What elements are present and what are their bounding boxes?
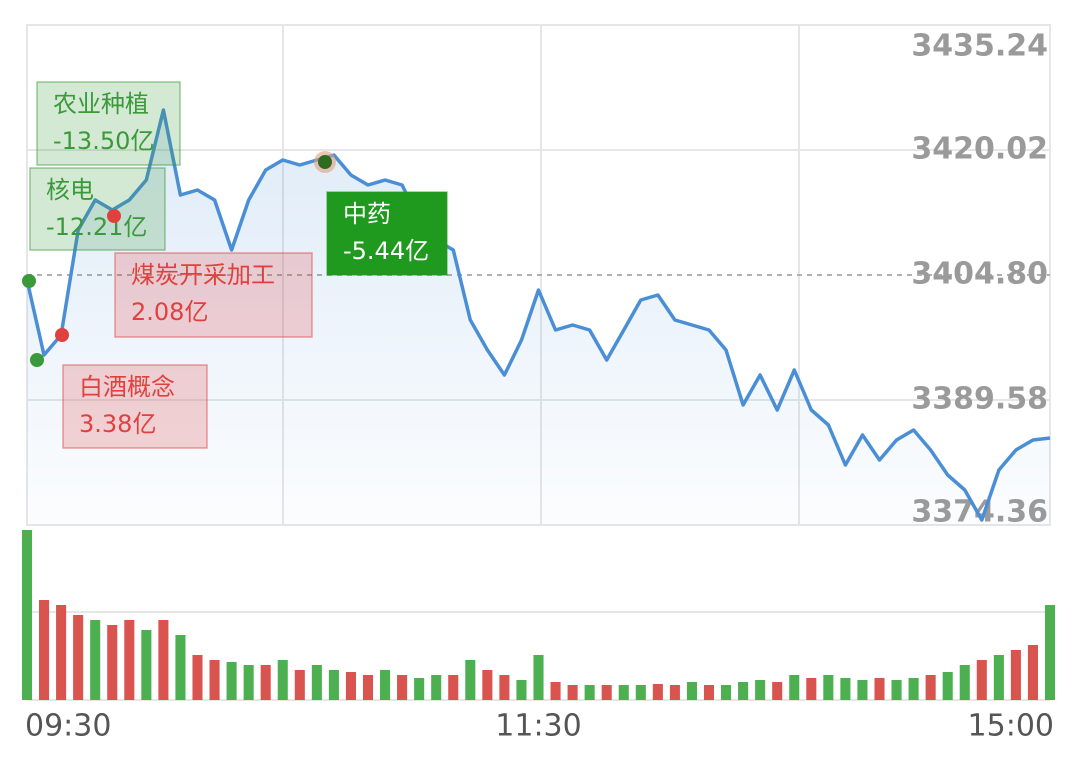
volume-bar (260, 665, 271, 700)
x-tick-label: 15:00 (968, 709, 1054, 744)
annotation-value: 3.38亿 (79, 410, 156, 438)
volume-bar (533, 655, 544, 700)
volume-bar (550, 682, 561, 700)
volume-bar (482, 670, 493, 700)
volume-bar (107, 625, 118, 700)
volume-bar (448, 675, 459, 700)
volume-bar (993, 655, 1004, 700)
annotation: 煤炭开采加工 2.08亿 (107, 209, 313, 338)
volume-bar (311, 665, 322, 700)
volume-bar (669, 685, 680, 700)
volume-bar (874, 678, 885, 700)
y-tick-label: 3435.24 (911, 29, 1048, 64)
annotation-label: 白酒概念 (79, 373, 175, 401)
volume-bar (840, 678, 851, 700)
annotation-label: 煤炭开采加工 (131, 261, 275, 289)
volume-bar (1010, 650, 1021, 700)
annotation-label: 农业种植 (53, 90, 149, 118)
price-area (27, 110, 1050, 525)
annotation: 中药 -5.44亿 (314, 151, 448, 276)
volume-bar (175, 635, 186, 700)
volume-bar (380, 670, 391, 700)
volume-bar (942, 672, 953, 700)
annotation-label: 核电 (46, 176, 94, 204)
volume-bar (1044, 605, 1056, 700)
volume-bar (362, 675, 374, 700)
annotation-box (326, 191, 448, 276)
volume-bar (328, 670, 339, 700)
volume-bar (721, 685, 732, 700)
volume-bar (652, 684, 663, 700)
x-tick-label: 11:30 (495, 709, 581, 744)
volume-bar (738, 682, 749, 700)
volume-bar (635, 685, 646, 700)
volume-bar (925, 675, 936, 700)
volume-bar (226, 662, 237, 700)
volume-bar (90, 620, 101, 700)
volume-bar (499, 675, 510, 700)
annotation-value: -13.50亿 (53, 127, 154, 155)
price-line (25, 108, 1051, 522)
volume-bar (39, 600, 50, 700)
volume-bar (294, 670, 305, 700)
annotation-value: -12.21亿 (46, 213, 147, 241)
volume-bar (601, 685, 612, 700)
annotation-box (62, 364, 208, 449)
annotation-dot (107, 209, 121, 223)
volume-bar (56, 605, 67, 700)
volume-bar (823, 675, 834, 700)
annotation-value: 2.08亿 (131, 298, 208, 326)
volume-bar (414, 678, 425, 700)
volume-bar (1027, 645, 1038, 700)
volume-bar (618, 685, 629, 700)
volume-bar (73, 615, 84, 700)
volume-bar (908, 678, 919, 700)
annotation-dot (55, 328, 69, 342)
annotation-box (36, 81, 181, 166)
x-tick-label: 09:30 (25, 709, 111, 744)
volume-bar (703, 685, 715, 700)
volume-bar (158, 620, 169, 700)
volume-bar (772, 682, 783, 700)
annotation-box (114, 252, 313, 338)
volume-bar (686, 682, 697, 700)
volume-bar (192, 655, 203, 700)
volume-bar (857, 680, 868, 700)
volume-bar (277, 660, 288, 700)
annotation-dot (30, 353, 44, 367)
volume-bar (243, 665, 254, 700)
volume-bar (806, 678, 817, 700)
annotation: 农业种植 -13.50亿 (30, 81, 181, 367)
volume-bar (345, 672, 356, 700)
volume-bar (21, 530, 33, 700)
annotation: 核电 -12.21亿 (22, 167, 166, 288)
volume-bar (431, 675, 442, 700)
volume-bar (789, 675, 800, 700)
y-tick-label: 3420.02 (911, 132, 1048, 167)
volume-bar (516, 680, 527, 700)
annotation-value: -5.44亿 (343, 237, 429, 265)
volume-bar (584, 685, 595, 700)
volume-bar (976, 660, 987, 700)
annotation-box (29, 167, 166, 251)
volume-bar (959, 665, 970, 700)
volume-bar (124, 620, 135, 700)
volume-bar (397, 675, 408, 700)
annotation-label: 中药 (343, 200, 391, 228)
annotation-dot (318, 155, 332, 169)
volume-bar (891, 680, 902, 700)
volume-bar (209, 660, 220, 700)
volume-bar (141, 630, 152, 700)
volume-bar (755, 680, 766, 700)
y-tick-label: 3404.80 (911, 257, 1048, 292)
volume-bar (465, 660, 476, 700)
annotation: 白酒概念 3.38亿 (55, 328, 208, 449)
volume-bar (567, 685, 578, 700)
annotation-dot (22, 274, 36, 288)
y-tick-label: 3389.58 (911, 382, 1048, 417)
